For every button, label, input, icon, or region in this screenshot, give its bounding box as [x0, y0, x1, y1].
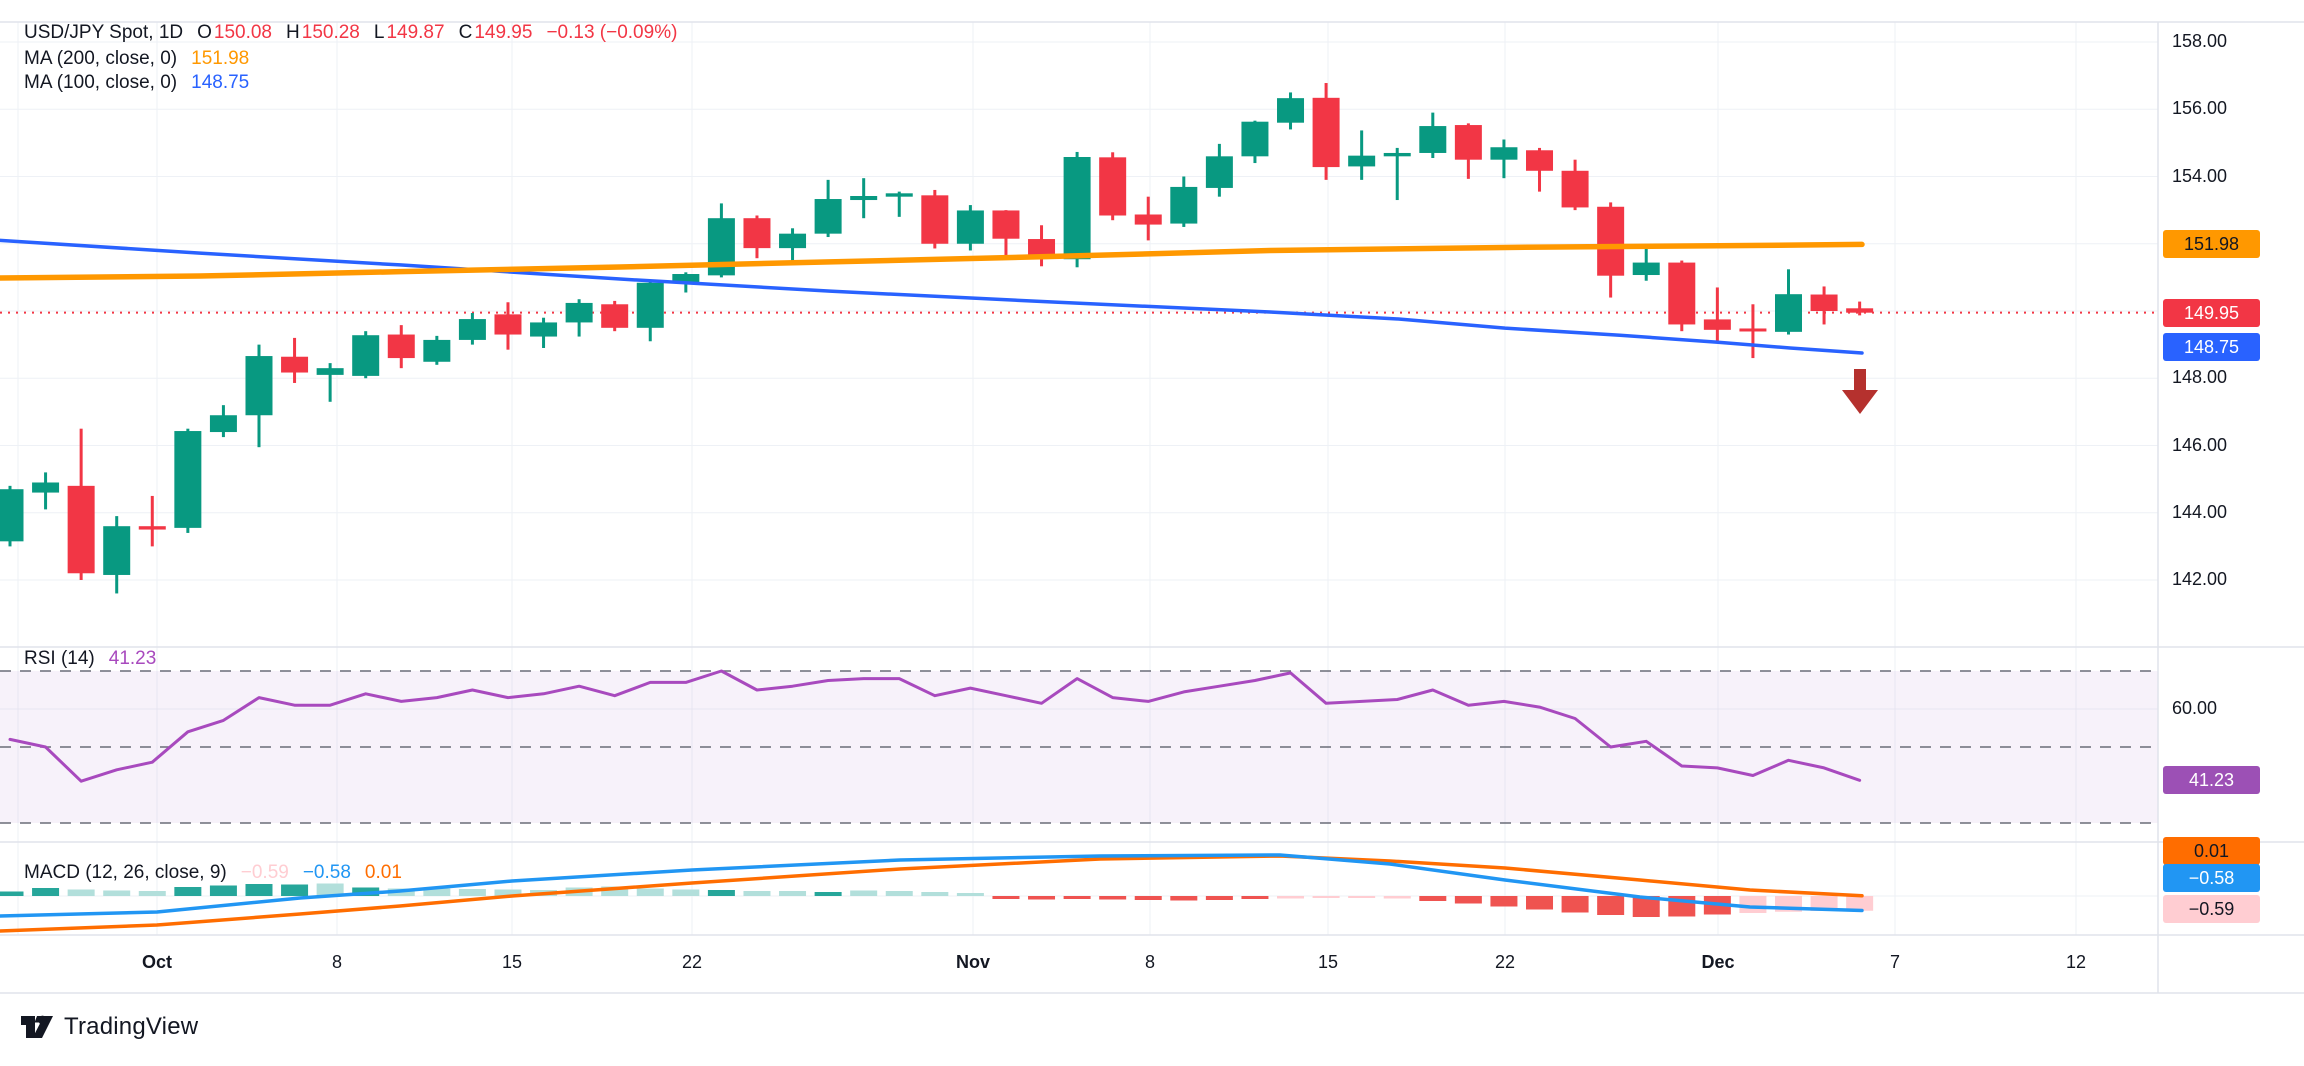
- ma200-badge: 151.98: [2163, 230, 2260, 258]
- macd-signal-line: [0, 854, 1864, 933]
- symbol-legend-row[interactable]: USD/JPY Spot, 1D O 150.08 H 150.28 L 149.87…: [24, 22, 677, 44]
- macd-hist-badge: −0.59: [2163, 895, 2260, 923]
- low-value: L 149.87: [373, 22, 445, 43]
- price-tick-148.00: 148.00: [2172, 367, 2228, 388]
- time-tick-Nov: Nov: [955, 952, 990, 972]
- time-tick-8: 8: [331, 952, 342, 972]
- ma100-badge: 148.75: [2163, 333, 2260, 361]
- ma200-label: MA (200, close, 0): [24, 48, 178, 69]
- price-tick-144.00: 144.00: [2172, 501, 2228, 522]
- price-tick-142.00: 142.00: [2172, 569, 2228, 589]
- open-value: O 150.08: [197, 22, 273, 43]
- macd-signal-badge: 0.01: [2163, 837, 2260, 865]
- macd-label: MACD (12, 26, close, 9): [24, 862, 227, 883]
- time-tick-22: 22: [1494, 952, 1516, 972]
- time-tick-8: 8: [1144, 952, 1155, 972]
- time-tick-7: 7: [1889, 952, 1900, 972]
- change-value: −0.13 (−0.09%): [546, 22, 678, 43]
- rsi-value: 41.23: [108, 648, 157, 669]
- tradingview-logo-text: TradingView: [64, 1013, 199, 1040]
- macd-line-badge: −0.58: [2163, 864, 2260, 892]
- time-tick-Oct: Oct: [141, 952, 172, 972]
- rsi-tick-60.00: 60.00: [2172, 698, 2218, 718]
- macd-legend-row[interactable]: MACD (12, 26, close, 9) −0.59 −0.58 0.01: [24, 862, 402, 884]
- ma200-value: 151.98: [191, 48, 250, 69]
- time-tick-Dec: Dec: [1701, 952, 1735, 972]
- rsi-line: [8, 669, 1862, 783]
- price-tick-146.00: 146.00: [2172, 434, 2228, 455]
- symbol-title: USD/JPY Spot, 1D: [24, 22, 184, 43]
- close-value: C 149.95: [458, 22, 533, 43]
- rsi-label: RSI (14): [24, 648, 95, 669]
- macd-line: [0, 853, 1864, 918]
- macd-signal-value: 0.01: [364, 862, 402, 883]
- high-value: H 150.28: [286, 22, 360, 43]
- rsi-legend-row[interactable]: RSI (14) 41.23: [24, 648, 156, 670]
- price-tick-156.00: 156.00: [2172, 98, 2228, 119]
- ma200-legend-row[interactable]: MA (200, close, 0) 151.98: [24, 48, 249, 70]
- tradingview-logo-icon: [21, 1015, 53, 1038]
- last-price-badge: 149.95: [2163, 299, 2260, 327]
- price-tick-154.00: 154.00: [2172, 165, 2228, 186]
- tradingview-logo[interactable]: TradingView: [20, 1012, 198, 1042]
- price-tick-158.00: 158.00: [2172, 31, 2228, 51]
- ma200-line: [0, 241, 1865, 281]
- ma100-line: [0, 238, 1864, 355]
- macd-line-value: −0.58: [302, 862, 351, 883]
- time-tick-12: 12: [2065, 952, 2087, 972]
- time-tick-15: 15: [1317, 952, 1339, 972]
- time-tick-22: 22: [681, 952, 703, 972]
- macd-hist-value: −0.59: [240, 862, 289, 883]
- ma100-legend-row[interactable]: MA (100, close, 0) 148.75: [24, 72, 249, 94]
- ma100-value: 148.75: [191, 72, 250, 93]
- time-tick-15: 15: [501, 952, 523, 972]
- rsi-badge: 41.23: [2163, 766, 2260, 794]
- ma100-label: MA (100, close, 0): [24, 72, 178, 93]
